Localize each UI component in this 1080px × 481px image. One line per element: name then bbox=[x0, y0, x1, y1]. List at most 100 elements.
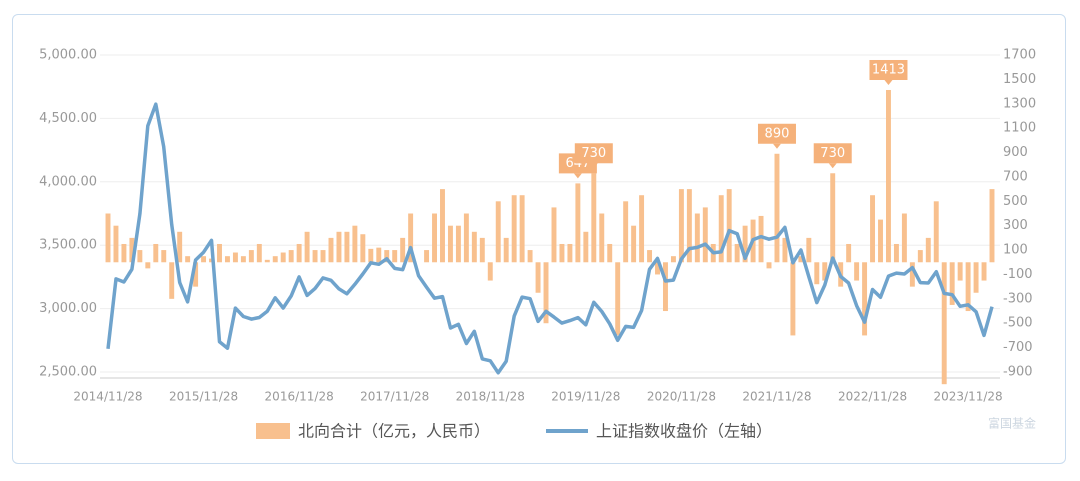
bar bbox=[344, 231, 350, 263]
bar bbox=[129, 237, 135, 263]
callout-tip bbox=[573, 173, 582, 179]
bar bbox=[925, 237, 931, 263]
watermark: 富国基金 bbox=[988, 416, 1036, 431]
bar bbox=[655, 262, 660, 275]
bar bbox=[766, 262, 772, 269]
bar bbox=[798, 256, 804, 263]
y2-tick-label: 300 bbox=[1003, 218, 1028, 233]
bar bbox=[352, 225, 358, 263]
bar bbox=[718, 195, 724, 263]
y2-tick-label: 700 bbox=[1003, 169, 1028, 184]
data-label: 730 bbox=[820, 146, 845, 161]
bar bbox=[336, 231, 342, 263]
bar bbox=[113, 225, 119, 263]
bar bbox=[543, 262, 549, 324]
bar bbox=[400, 237, 406, 263]
bar bbox=[455, 225, 461, 263]
bar bbox=[973, 262, 979, 293]
x-tick-label: 2019/11/28 bbox=[551, 390, 620, 404]
x-tick-label: 2016/11/28 bbox=[265, 390, 334, 404]
y-tick-label: 4,000.00 bbox=[39, 174, 97, 189]
bar bbox=[503, 237, 509, 263]
x-tick-label: 2015/11/28 bbox=[169, 390, 238, 404]
bar bbox=[742, 225, 748, 263]
bar bbox=[854, 262, 860, 281]
legend-label: 上证指数收盘价（左轴） bbox=[596, 422, 772, 441]
bar bbox=[296, 243, 302, 263]
line bbox=[106, 102, 994, 375]
y2-tick-label: 1700 bbox=[1003, 48, 1036, 63]
bar bbox=[870, 195, 876, 263]
bar bbox=[639, 195, 645, 263]
y2-tick-label: -500 bbox=[1003, 316, 1033, 331]
bar bbox=[559, 243, 565, 263]
bar bbox=[392, 250, 398, 263]
bar bbox=[917, 250, 923, 263]
bar bbox=[256, 243, 262, 263]
bar bbox=[280, 252, 286, 263]
bar bbox=[734, 243, 740, 263]
bar bbox=[328, 237, 334, 263]
y-tick-label: 5,000.00 bbox=[39, 48, 97, 63]
callout-box bbox=[869, 59, 908, 80]
x-tick-label: 2018/11/28 bbox=[456, 390, 525, 404]
bar bbox=[949, 262, 955, 305]
legend-label: 北向合计（亿元，人民币） bbox=[298, 422, 490, 441]
bar bbox=[957, 262, 963, 281]
bar bbox=[320, 250, 326, 263]
bar bbox=[384, 250, 390, 263]
bar bbox=[145, 262, 151, 269]
bar bbox=[758, 215, 764, 263]
x-tick-label: 2014/11/28 bbox=[73, 390, 142, 404]
bar bbox=[264, 259, 270, 263]
bar bbox=[169, 262, 175, 299]
bar bbox=[726, 189, 732, 263]
bar bbox=[670, 256, 676, 263]
y2-tick-label: -100 bbox=[1003, 267, 1033, 282]
x-tick-label: 2023/11/28 bbox=[934, 390, 1003, 404]
bar bbox=[885, 89, 891, 263]
bar bbox=[224, 256, 230, 263]
bar bbox=[878, 219, 883, 263]
y-tick-label: 3,500.00 bbox=[39, 238, 97, 253]
bar bbox=[806, 237, 812, 263]
data-label: 730 bbox=[581, 146, 606, 161]
bar bbox=[631, 225, 637, 263]
bar bbox=[583, 231, 589, 263]
bar bbox=[527, 250, 533, 263]
callout-tip bbox=[772, 143, 781, 149]
callout-tip bbox=[589, 163, 598, 169]
bar bbox=[647, 250, 653, 263]
bar bbox=[495, 201, 501, 263]
bar bbox=[678, 189, 684, 263]
bar bbox=[981, 262, 987, 281]
data-label: 1413 bbox=[872, 62, 905, 77]
bar bbox=[105, 213, 111, 263]
bar bbox=[941, 262, 947, 385]
y2-tick-label: -300 bbox=[1003, 291, 1033, 306]
bar bbox=[551, 207, 557, 263]
bar bbox=[137, 250, 143, 263]
callout-box bbox=[757, 123, 796, 144]
bar bbox=[519, 195, 525, 263]
y2-tick-label: 1500 bbox=[1003, 72, 1036, 87]
bar bbox=[591, 173, 597, 263]
bar bbox=[790, 262, 796, 336]
bar bbox=[694, 213, 700, 263]
bar bbox=[479, 237, 485, 263]
bar bbox=[153, 243, 159, 263]
y2-tick-label: -900 bbox=[1003, 365, 1033, 380]
callout-tip bbox=[828, 163, 837, 169]
bar bbox=[535, 262, 541, 293]
y-tick-label: 3,000.00 bbox=[39, 301, 97, 316]
callout-box bbox=[813, 143, 852, 164]
bar bbox=[248, 250, 254, 263]
bar bbox=[702, 207, 708, 263]
y2-tick-label: 900 bbox=[1003, 145, 1028, 160]
x-tick-label: 2022/11/28 bbox=[838, 390, 907, 404]
y2-tick-label: 500 bbox=[1003, 194, 1028, 209]
bar bbox=[933, 201, 939, 263]
bar bbox=[965, 262, 971, 312]
bar bbox=[471, 231, 477, 263]
